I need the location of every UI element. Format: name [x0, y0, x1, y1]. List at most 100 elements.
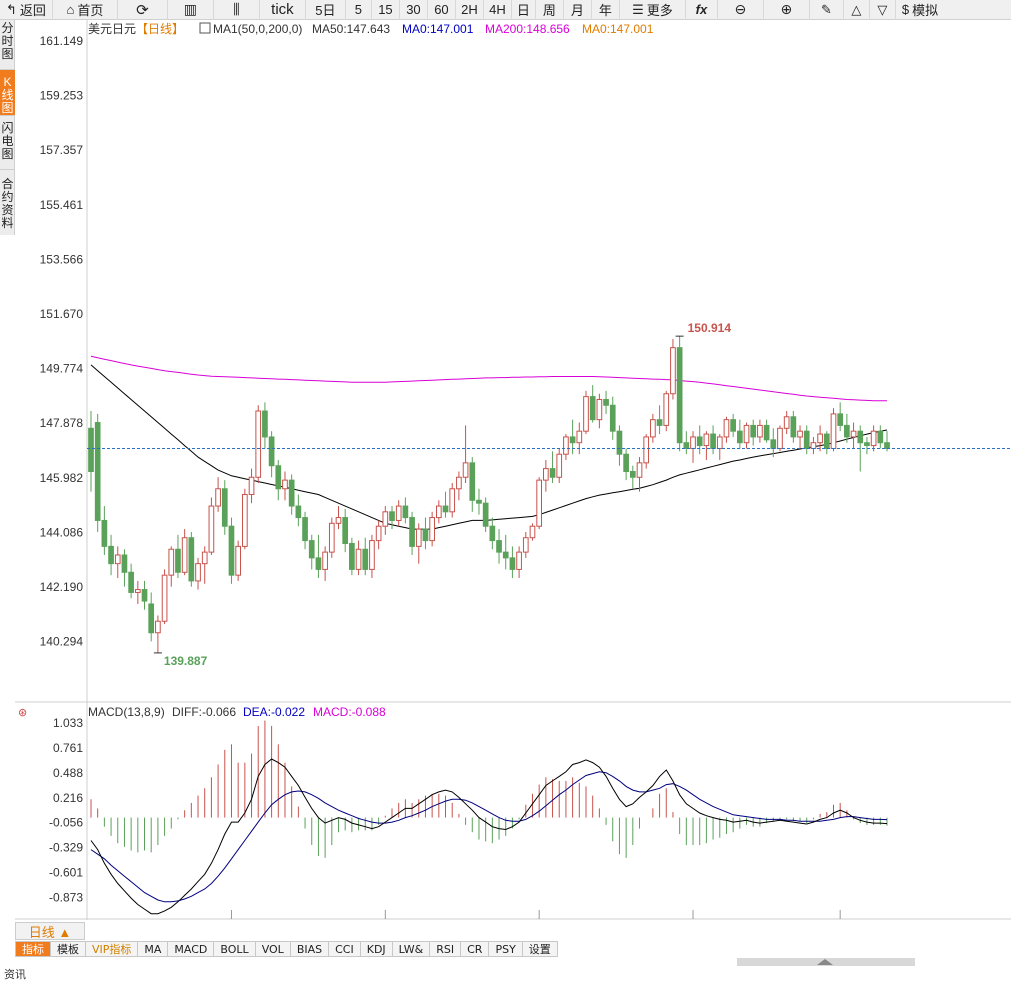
indicator-tab-macd[interactable]: MACD [168, 941, 215, 957]
period-5[interactable]: 5 [346, 0, 372, 20]
indicator-tab-cci[interactable]: CCI [329, 941, 361, 957]
toolbar: ↰ 返回 ⌂ 首页 ⟳ ▥ ⫼ tick 5日 5 15 30 60 2H 4H 日… [0, 0, 1011, 20]
candle [576, 422, 583, 455]
candle-body [870, 430, 877, 447]
indicator-tab-indicators[interactable]: 指标 [15, 941, 51, 957]
period-60[interactable]: 60 [428, 0, 456, 20]
triangle-down-button[interactable]: ▽ [870, 0, 896, 20]
indicator-tab-templates[interactable]: 模板 [51, 941, 86, 957]
bar-chart-button[interactable]: ▥ [168, 0, 214, 20]
scroll-thumb-icon[interactable] [817, 959, 833, 965]
back-button[interactable]: ↰ 返回 [0, 0, 53, 20]
tick-button[interactable]: tick [260, 0, 306, 20]
period-year[interactable]: 年 [592, 0, 620, 20]
candle-body [783, 416, 790, 429]
indicator-tab-vol[interactable]: VOL [255, 941, 291, 957]
price-tick-label: 155.461 [40, 198, 84, 212]
candle-chart-button[interactable]: ⫼ [214, 0, 260, 20]
candle-body [850, 430, 857, 438]
side-tab-kline[interactable]: K线图 [0, 70, 15, 116]
price-tick-label: 161.149 [40, 34, 84, 48]
candle [549, 451, 556, 484]
period-15[interactable]: 15 [372, 0, 400, 20]
draw-pen-button[interactable]: ✎ [810, 0, 844, 20]
period-week[interactable]: 周 [536, 0, 564, 20]
candle [268, 431, 275, 478]
candle-body [175, 548, 181, 573]
candle-body [556, 453, 563, 478]
indicator-tab-bias[interactable]: BIAS [290, 941, 330, 957]
candle-body [282, 479, 288, 490]
indicator-tab-vip-indicators[interactable]: VIP指标 [86, 941, 139, 957]
indicator-tab-psy[interactable]: PSY [489, 941, 523, 957]
candle [844, 413, 850, 443]
indicator-tab-settings[interactable]: 设置 [522, 941, 558, 957]
candle-body [723, 419, 730, 438]
refresh-button[interactable]: ⟳ [118, 0, 168, 20]
period-30[interactable]: 30 [400, 0, 428, 20]
candle [696, 425, 703, 455]
indicator-tab-lw[interactable]: LW& [392, 941, 431, 957]
candle-body [777, 427, 783, 449]
candle-body [763, 424, 770, 441]
bar-chart-icon: ▥ [183, 1, 198, 17]
ma-settings-icon[interactable] [199, 22, 211, 34]
candle [522, 531, 529, 558]
candle-body [844, 424, 850, 438]
candle [736, 419, 743, 449]
side-tab-timeshare[interactable]: 分时图 [0, 20, 15, 70]
period-day[interactable]: 日 [512, 0, 536, 20]
candle-body [248, 476, 255, 496]
candle [342, 508, 349, 553]
home-button[interactable]: ⌂ 首页 [53, 0, 118, 20]
candle-body [710, 433, 716, 449]
info-label[interactable]: 资讯 [4, 969, 26, 981]
candle [623, 448, 629, 481]
candle-body [188, 537, 195, 582]
candle-body [442, 505, 449, 513]
side-tab-flash[interactable]: 闪电图 [0, 116, 15, 170]
triangle-down-icon: ▽ [877, 1, 888, 17]
candle [228, 517, 235, 584]
candle-body [322, 551, 328, 570]
period-month[interactable]: 月 [564, 0, 592, 20]
candle [114, 546, 121, 579]
price-tick-label: 144.086 [40, 525, 84, 539]
price-tick-label: 151.670 [40, 307, 84, 321]
candle-body [663, 393, 670, 426]
candle-body [121, 554, 128, 573]
period-5d[interactable]: 5日 [306, 0, 346, 20]
period-selector[interactable]: 日线 ▲ [15, 922, 85, 940]
candle-body [349, 542, 355, 570]
candle-body [770, 439, 777, 449]
zoom-in-button[interactable]: ⊕ [764, 0, 810, 20]
macd-settings-icon[interactable]: ⊛ [18, 707, 27, 719]
indicator-tab-rsi[interactable]: RSI [430, 941, 462, 957]
candle [710, 425, 716, 455]
period-4h[interactable]: 4H [484, 0, 512, 20]
indicator-tab-ma[interactable]: MA [138, 941, 169, 957]
macd-legend-macd: MACD:-0.088 [313, 705, 386, 719]
candle-body [522, 537, 529, 553]
indicator-tab-cr[interactable]: CR [461, 941, 490, 957]
side-tab-contract[interactable]: 合约资料 [1, 177, 14, 230]
candlestick-icon: ⫼ [233, 1, 240, 17]
candle-body [757, 424, 763, 438]
simulate-button[interactable]: $ 模拟 [901, 2, 939, 18]
indicator-tab-kdj[interactable]: KDJ [360, 941, 393, 957]
candle [322, 546, 328, 581]
candle-body [128, 571, 134, 593]
candle [449, 483, 456, 518]
kline-chart[interactable]: 161.149 159.253 157.357 155.461 153.566 151.6… [0, 20, 1011, 920]
more-button[interactable]: ☰ 更多 [620, 0, 686, 20]
candle [181, 529, 188, 576]
candle-body [215, 488, 221, 507]
indicator-tab-boll[interactable]: BOLL [214, 941, 256, 957]
period-2h[interactable]: 2H [456, 0, 484, 20]
candle-body [683, 442, 690, 449]
candle-body [810, 442, 817, 449]
legend-ma-name: MA1(50,0,200,0) [213, 22, 302, 36]
triangle-up-button[interactable]: △ [844, 0, 870, 20]
formula-button[interactable]: fx [686, 0, 718, 20]
zoom-out-button[interactable]: ⊖ [718, 0, 764, 20]
